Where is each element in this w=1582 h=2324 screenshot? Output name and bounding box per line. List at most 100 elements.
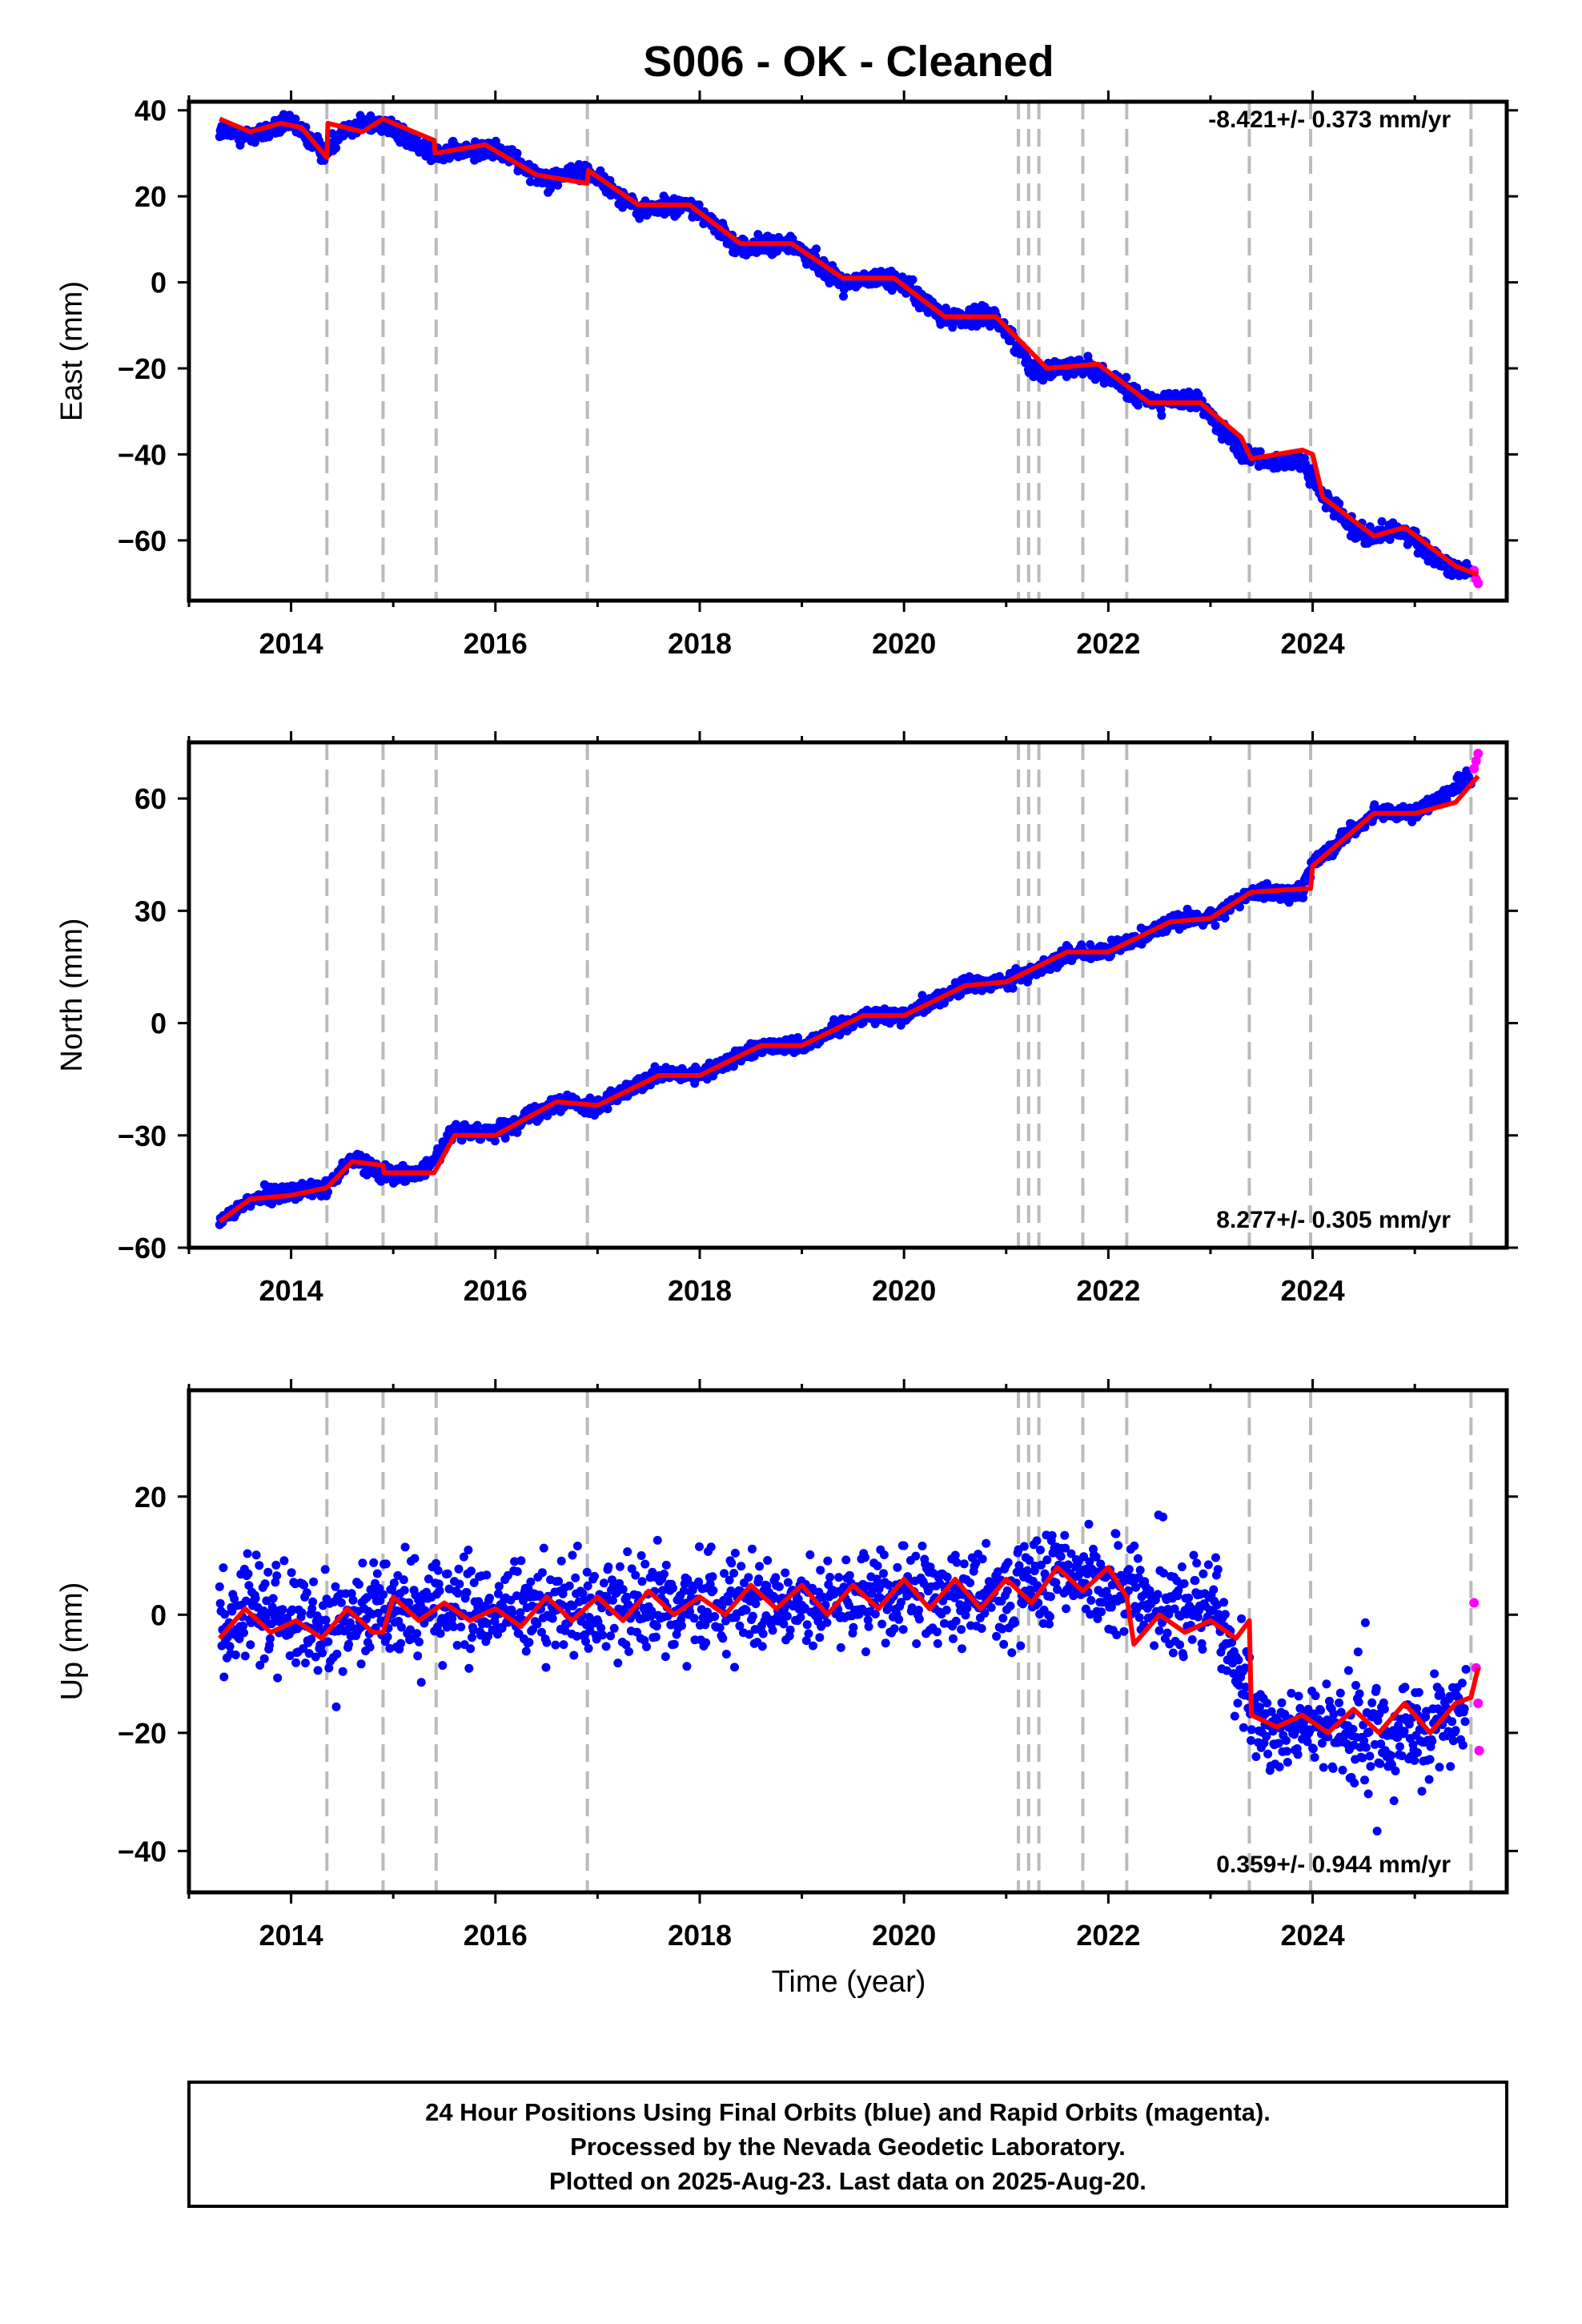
data-point	[1131, 1582, 1141, 1592]
data-point	[1235, 1681, 1244, 1690]
data-point	[272, 1571, 282, 1581]
data-point	[432, 1558, 441, 1568]
data-point	[265, 1640, 275, 1650]
model-fit-line	[219, 116, 1480, 577]
data-point	[636, 1551, 646, 1560]
data-point	[239, 1621, 248, 1630]
data-point	[812, 244, 821, 254]
data-point	[443, 1569, 452, 1578]
data-point	[466, 1644, 476, 1654]
data-point	[1098, 1598, 1107, 1607]
data-point	[781, 1568, 790, 1578]
data-point	[1103, 1592, 1113, 1602]
data-point	[1162, 1628, 1172, 1638]
data-point	[889, 1624, 899, 1634]
data-point	[651, 1632, 661, 1642]
data-point	[240, 1651, 250, 1661]
data-point	[1247, 1735, 1255, 1745]
data-point	[1047, 1530, 1057, 1540]
x-tick-label: 2016	[464, 1274, 528, 1307]
data-point	[532, 1619, 542, 1629]
data-point	[695, 1542, 704, 1551]
data-point	[1187, 1634, 1197, 1644]
data-point	[933, 1638, 942, 1648]
data-point	[1107, 1580, 1117, 1590]
y-axis-label: North (mm)	[55, 918, 89, 1072]
data-point	[917, 1542, 927, 1550]
data-point	[1191, 1576, 1200, 1586]
data-point	[899, 1541, 909, 1550]
data-point	[464, 1663, 474, 1673]
data-point	[694, 1577, 704, 1586]
rapid-orbit-points	[1469, 749, 1484, 774]
x-tick-label: 2024	[1281, 627, 1345, 660]
data-point	[493, 1589, 503, 1598]
data-point	[516, 1556, 526, 1566]
y-tick-label: −60	[118, 525, 167, 557]
data-point	[433, 1566, 443, 1575]
data-point	[215, 1598, 225, 1608]
data-point	[1255, 1703, 1264, 1712]
data-point	[635, 214, 644, 223]
data-point	[861, 1553, 870, 1562]
data-point	[709, 1586, 718, 1595]
data-point	[559, 1640, 568, 1650]
data-point	[1006, 1601, 1015, 1610]
data-point	[297, 1608, 307, 1618]
data-point	[358, 1558, 367, 1568]
data-point	[782, 1611, 792, 1621]
data-point	[1135, 1566, 1145, 1575]
data-point	[825, 1573, 835, 1582]
data-point	[808, 1583, 817, 1593]
data-point	[1032, 1536, 1042, 1546]
data-point	[483, 1618, 492, 1628]
y-tick-label: 0	[151, 267, 167, 300]
data-point	[839, 292, 848, 301]
data-point	[802, 1620, 812, 1630]
data-point	[1085, 1557, 1094, 1566]
data-point	[884, 1580, 893, 1590]
data-point	[1175, 1640, 1185, 1650]
data-point	[774, 1582, 784, 1591]
data-point	[986, 1602, 996, 1612]
data-point	[730, 1663, 739, 1672]
data-point	[231, 1651, 240, 1659]
data-point	[1241, 1683, 1251, 1692]
data-point	[1053, 1585, 1062, 1594]
data-point	[1247, 1725, 1256, 1735]
data-point	[449, 1622, 459, 1631]
data-point	[356, 1659, 366, 1669]
data-point	[949, 1634, 958, 1643]
rapid-point	[1473, 578, 1484, 589]
data-point	[397, 1622, 406, 1632]
data-point	[724, 1597, 733, 1606]
y-tick-label: −20	[118, 352, 167, 385]
data-point	[452, 1641, 462, 1650]
data-point	[468, 1633, 476, 1642]
data-point	[584, 1643, 593, 1653]
data-point	[1010, 1618, 1019, 1627]
data-point	[1153, 1590, 1162, 1599]
data-point	[1019, 1542, 1029, 1551]
data-point	[569, 1651, 579, 1660]
data-point	[365, 1642, 375, 1652]
data-point	[870, 1609, 880, 1618]
data-point	[369, 1558, 379, 1567]
data-point	[1263, 1749, 1273, 1759]
data-point	[1235, 903, 1244, 912]
data-point	[304, 1649, 314, 1659]
data-point	[661, 1652, 670, 1662]
data-point	[1002, 1586, 1012, 1595]
data-point	[1227, 1638, 1237, 1647]
data-point	[879, 1569, 888, 1578]
data-point	[347, 1589, 356, 1598]
data-point	[1122, 372, 1131, 382]
data-point	[815, 1633, 825, 1642]
data-point	[490, 1136, 500, 1146]
data-point	[1091, 1552, 1101, 1562]
data-point	[596, 1623, 606, 1633]
data-point	[519, 1596, 528, 1606]
data-point	[1189, 1550, 1199, 1560]
